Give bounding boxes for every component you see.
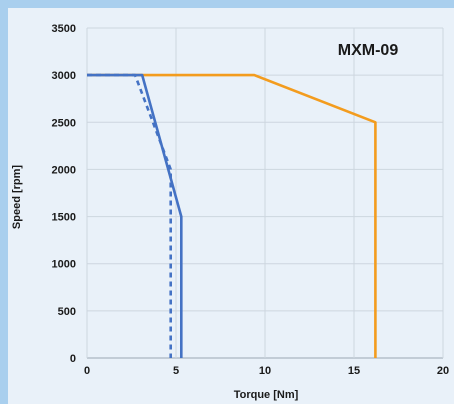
chart-title: MXM-09 [338,42,399,59]
y-tick-label: 2500 [52,117,76,129]
series-line-1 [87,73,377,358]
x-axis-title: Torque [Nm] [234,389,299,401]
y-tick-label: 0 [70,353,76,365]
series-layer [87,73,377,358]
x-tick-label: 5 [173,365,179,377]
x-tick-label: 0 [84,365,90,377]
series-line-3-dashed [87,73,172,358]
tick-labels: 0 500 1000 1500 2000 2500 3000 3500 0 5 10 15 20 [52,23,450,377]
x-tick-label: 15 [348,365,360,377]
x-tick-label: 20 [437,365,449,377]
y-axis-title: Speed [rpm] [11,165,23,230]
grid-lines [86,27,444,359]
y-tick-label: 500 [58,306,76,318]
y-tick-label: 3500 [52,23,76,35]
y-tick-label: 1500 [52,212,76,224]
y-tick-label: 3000 [52,70,76,82]
y-tick-label: 2000 [52,164,76,176]
y-tick-label: 1000 [52,259,76,271]
x-tick-label: 10 [259,365,271,377]
